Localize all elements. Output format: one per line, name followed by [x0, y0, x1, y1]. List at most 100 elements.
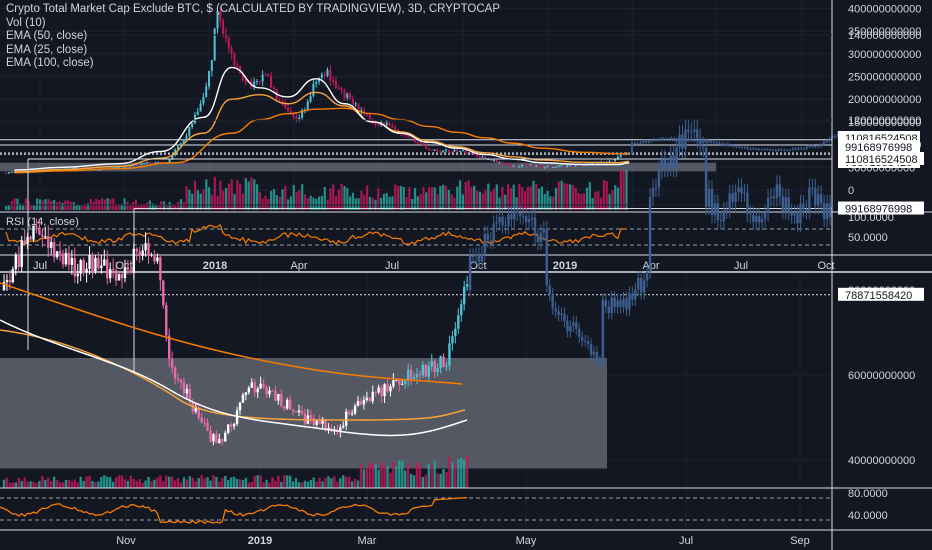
legend-ema100: EMA (100, close): [6, 57, 94, 69]
volume-bar-bottom: [288, 475, 292, 488]
volume-bar-bottom: [191, 477, 194, 488]
candle-body: [509, 165, 512, 167]
volume-bar: [47, 198, 50, 210]
rsi-tick-label: 100.0000: [848, 212, 894, 224]
volume-bar-bottom: [415, 461, 419, 488]
candle-body-bottom: [350, 413, 354, 415]
volume-bar: [521, 186, 524, 210]
volume-bar: [202, 189, 205, 210]
volume-bar-bottom: [324, 477, 327, 488]
volume-bar-bottom: [309, 479, 312, 488]
volume-bar: [495, 184, 498, 210]
projection-body-bottom: [595, 351, 599, 361]
candle-body-bottom: [29, 236, 32, 240]
projection-body-bottom: [793, 213, 796, 216]
candle-body: [117, 167, 120, 169]
projection-body: [645, 140, 648, 143]
candle-body-bottom: [82, 260, 85, 273]
candle-body: [334, 81, 337, 88]
volume-bar-bottom: [232, 476, 236, 488]
y-tick-label-top: 250000000000: [848, 72, 921, 84]
candle-body-bottom: [377, 387, 380, 393]
price-level-label-bottom: 99168976998: [845, 204, 912, 216]
volume-bar: [600, 197, 603, 210]
volume-bar: [112, 198, 115, 210]
projection-body: [746, 147, 749, 150]
volume-bar-bottom: [26, 481, 29, 488]
candle-body-bottom: [194, 408, 197, 412]
projection-body-bottom: [489, 239, 492, 241]
candle-body-bottom: [212, 434, 215, 442]
volume-bar: [543, 193, 546, 210]
volume-bar: [157, 205, 160, 210]
volume-bar: [275, 195, 278, 210]
x-tick-label-top: Oct: [469, 260, 486, 272]
candle-body-bottom: [215, 434, 218, 443]
volume-bar-bottom: [241, 479, 245, 488]
projection-body: [631, 142, 634, 154]
candle-body-bottom: [383, 384, 386, 397]
y-tick-label-top: 400000000000: [848, 3, 921, 15]
candle-body: [216, 11, 219, 29]
volume-bar-bottom: [224, 475, 227, 488]
volume-bar-bottom: [176, 478, 180, 488]
projection-body-bottom: [690, 131, 693, 133]
volume-bar-bottom: [70, 481, 74, 488]
candle-body: [506, 163, 509, 166]
candle-body-bottom: [286, 399, 289, 409]
volume-bar-bottom: [109, 477, 112, 488]
projection-body-bottom: [628, 293, 631, 310]
volume-bar-bottom: [159, 475, 162, 488]
volume-bar-bottom: [336, 481, 339, 488]
candle-body: [188, 126, 191, 136]
candle-body-bottom: [221, 439, 224, 442]
candle-body: [323, 74, 326, 76]
volume-bar: [487, 183, 490, 210]
volume-bar: [388, 196, 391, 210]
volume-bar-bottom: [356, 480, 360, 488]
projection-body: [707, 140, 710, 143]
candle-body: [413, 137, 416, 142]
volume-bar: [318, 196, 321, 210]
candle-body-bottom: [433, 361, 436, 372]
candle-body: [298, 117, 301, 120]
volume-bar: [605, 180, 608, 210]
volume-bar: [549, 196, 552, 210]
candle-body: [428, 148, 430, 150]
volume-bar-bottom: [294, 477, 298, 488]
projection-body-bottom: [672, 155, 675, 168]
projection-body: [732, 145, 735, 147]
candle-body: [498, 162, 501, 164]
candle-body: [258, 81, 261, 83]
candle-body-bottom: [129, 269, 133, 273]
candle-body: [515, 165, 518, 167]
candle-body-bottom: [347, 411, 351, 414]
candle-body: [272, 87, 275, 89]
candle-body: [405, 134, 408, 136]
volume-bar-bottom: [262, 482, 265, 488]
candle-body: [236, 65, 239, 67]
rsi-line-top: [5, 223, 627, 246]
candle-body: [526, 164, 529, 166]
volume-bar-bottom: [227, 480, 230, 488]
volume-bar: [349, 196, 352, 210]
volume-bar: [546, 191, 549, 210]
volume-bar-bottom: [61, 482, 65, 488]
projection-body-bottom: [545, 228, 548, 286]
candle-body-bottom: [297, 410, 301, 413]
volume-bar-bottom: [123, 479, 127, 488]
candle-body: [78, 167, 81, 169]
volume-bar: [433, 187, 436, 210]
volume-bar: [377, 188, 380, 210]
projection-body-bottom: [778, 184, 782, 197]
candle-body: [450, 151, 453, 153]
volume-bar: [557, 181, 560, 210]
volume-bar-bottom: [114, 477, 118, 488]
volume-bar: [100, 198, 104, 210]
candle-body: [557, 165, 560, 167]
volume-bar-bottom: [126, 480, 130, 488]
candle-body-bottom: [430, 361, 433, 367]
candle-body-bottom: [247, 387, 251, 393]
volume-bar: [475, 190, 479, 210]
